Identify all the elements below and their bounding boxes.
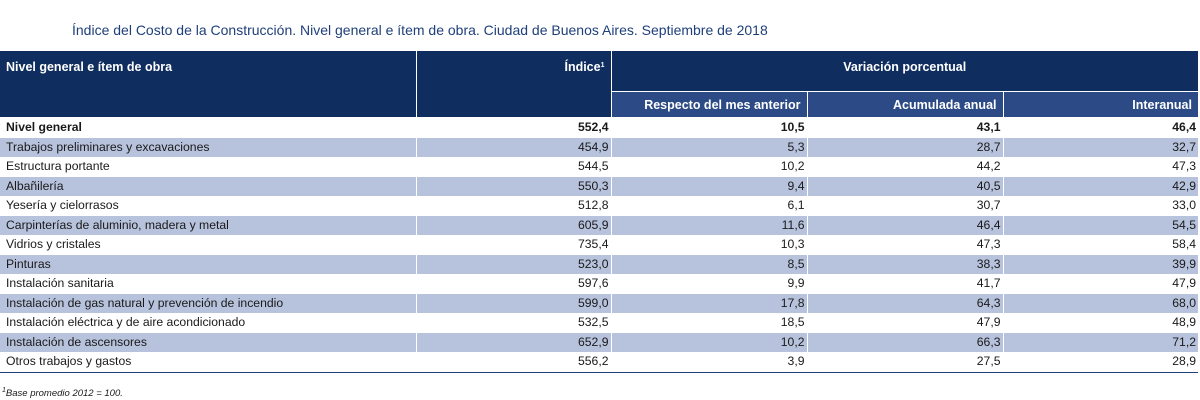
- cell-mes-anterior: 10,3: [611, 235, 808, 255]
- cell-acumulada: 47,9: [807, 313, 1004, 333]
- row-label: Otros trabajos y gastos: [0, 352, 417, 373]
- cell-mes-anterior: 17,8: [611, 293, 808, 313]
- cell-interanual: 48,9: [1003, 313, 1198, 333]
- data-table: Nivel general e ítem de obra Índice1 Var…: [0, 51, 1198, 373]
- header-indice: Índice1: [416, 51, 612, 118]
- cell-indice: 512,8: [416, 196, 612, 216]
- cell-mes-anterior: 5,3: [611, 137, 808, 157]
- row-label: Albañilería: [0, 176, 417, 196]
- cell-acumulada: 38,3: [807, 254, 1004, 274]
- row-label: Yesería y cielorrasos: [0, 196, 417, 216]
- footnote: 1Base promedio 2012 = 100.: [2, 387, 123, 399]
- table-row: Albañilería 550,3 9,4 40,5 42,9: [0, 176, 1198, 196]
- cell-acumulada: 41,7: [807, 274, 1004, 294]
- footnote-text: Base promedio 2012 = 100.: [5, 388, 123, 399]
- header-acumulada: Acumulada anual: [807, 91, 1004, 118]
- row-label: Instalación de ascensores: [0, 332, 417, 352]
- row-label: Nivel general: [0, 117, 417, 138]
- cell-indice: 652,9: [416, 332, 612, 352]
- cell-interanual: 71,2: [1003, 332, 1198, 352]
- cell-mes-anterior: 9,4: [611, 176, 808, 196]
- row-label: Instalación sanitaria: [0, 274, 417, 294]
- cell-acumulada: 44,2: [807, 157, 1004, 177]
- cell-indice: 597,6: [416, 274, 612, 294]
- cell-mes-anterior: 10,5: [611, 117, 808, 138]
- cell-mes-anterior: 3,9: [611, 352, 808, 373]
- table-row: Yesería y cielorrasos 512,8 6,1 30,7 33,0: [0, 196, 1198, 216]
- cell-mes-anterior: 8,5: [611, 254, 808, 274]
- header-indice-label: Índice: [564, 60, 601, 74]
- row-label: Instalación de gas natural y prevención …: [0, 293, 417, 313]
- header-mes-anterior: Respecto del mes anterior: [611, 91, 808, 118]
- cell-interanual: 46,4: [1003, 117, 1198, 138]
- cell-acumulada: 46,4: [807, 215, 1004, 235]
- row-label: Estructura portante: [0, 157, 417, 177]
- table-row: Instalación de gas natural y prevención …: [0, 293, 1198, 313]
- data-table-container: Nivel general e ítem de obra Índice1 Var…: [0, 51, 1198, 373]
- table-body: Nivel general 552,4 10,5 43,1 46,4 Trabajos p…: [0, 117, 1198, 373]
- cell-interanual: 33,0: [1003, 196, 1198, 216]
- header-indice-footnote-mark: 1: [600, 62, 605, 69]
- header-nivel: Nivel general e ítem de obra: [0, 51, 417, 118]
- cell-interanual: 58,4: [1003, 235, 1198, 255]
- row-label: Trabajos preliminares y excavaciones: [0, 137, 417, 157]
- row-label: Vidrios y cristales: [0, 235, 417, 255]
- cell-acumulada: 66,3: [807, 332, 1004, 352]
- cell-indice: 605,9: [416, 215, 612, 235]
- cell-indice: 735,4: [416, 235, 612, 255]
- row-label: Carpinterías de aluminio, madera y metal: [0, 215, 417, 235]
- cell-interanual: 47,9: [1003, 274, 1198, 294]
- cell-indice: 599,0: [416, 293, 612, 313]
- cell-acumulada: 64,3: [807, 293, 1004, 313]
- cell-mes-anterior: 10,2: [611, 332, 808, 352]
- cell-interanual: 39,9: [1003, 254, 1198, 274]
- cell-mes-anterior: 10,2: [611, 157, 808, 177]
- cell-interanual: 28,9: [1003, 352, 1198, 373]
- table-row: Instalación eléctrica y de aire acondici…: [0, 313, 1198, 333]
- footnote-mark: 1: [2, 387, 6, 394]
- table-row: Trabajos preliminares y excavaciones 454,…: [0, 137, 1198, 157]
- table-row: Instalación de ascensores 652,9 10,2 66,3 71…: [0, 332, 1198, 352]
- table-row-total: Nivel general 552,4 10,5 43,1 46,4: [0, 117, 1198, 138]
- cell-acumulada: 28,7: [807, 137, 1004, 157]
- cell-indice: 556,2: [416, 352, 612, 373]
- cell-acumulada: 43,1: [807, 117, 1004, 138]
- cell-acumulada: 27,5: [807, 352, 1004, 373]
- cell-indice: 454,9: [416, 137, 612, 157]
- cell-mes-anterior: 9,9: [611, 274, 808, 294]
- cell-mes-anterior: 6,1: [611, 196, 808, 216]
- page-title: Índice del Costo de la Construcción. Niv…: [72, 22, 768, 38]
- cell-acumulada: 30,7: [807, 196, 1004, 216]
- cell-mes-anterior: 18,5: [611, 313, 808, 333]
- cell-interanual: 42,9: [1003, 176, 1198, 196]
- table-row: Vidrios y cristales 735,4 10,3 47,3 58,4: [0, 235, 1198, 255]
- cell-interanual: 47,3: [1003, 157, 1198, 177]
- cell-indice: 523,0: [416, 254, 612, 274]
- header-interanual: Interanual: [1003, 91, 1198, 118]
- row-label: Pinturas: [0, 254, 417, 274]
- table-row: Estructura portante 544,5 10,2 44,2 47,3: [0, 157, 1198, 177]
- cell-mes-anterior: 11,6: [611, 215, 808, 235]
- table-row: Carpinterías de aluminio, madera y metal…: [0, 215, 1198, 235]
- table-row: Instalación sanitaria 597,6 9,9 41,7 47,9: [0, 274, 1198, 294]
- table-row: Pinturas 523,0 8,5 38,3 39,9: [0, 254, 1198, 274]
- row-label: Instalación eléctrica y de aire acondici…: [0, 313, 417, 333]
- cell-acumulada: 47,3: [807, 235, 1004, 255]
- cell-acumulada: 40,5: [807, 176, 1004, 196]
- cell-indice: 552,4: [416, 117, 612, 138]
- cell-indice: 532,5: [416, 313, 612, 333]
- cell-interanual: 32,7: [1003, 137, 1198, 157]
- cell-interanual: 54,5: [1003, 215, 1198, 235]
- header-variacion: Variación porcentual: [611, 51, 1198, 92]
- table-row: Otros trabajos y gastos 556,2 3,9 27,5 28,9: [0, 352, 1198, 373]
- cell-interanual: 68,0: [1003, 293, 1198, 313]
- cell-indice: 550,3: [416, 176, 612, 196]
- cell-indice: 544,5: [416, 157, 612, 177]
